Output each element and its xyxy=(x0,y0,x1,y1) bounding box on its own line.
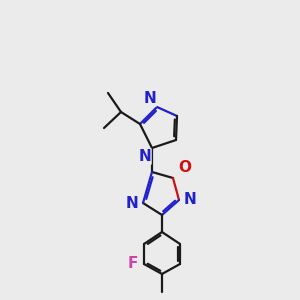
Text: N: N xyxy=(184,193,197,208)
Text: N: N xyxy=(143,91,156,106)
Text: F: F xyxy=(128,256,138,272)
Text: O: O xyxy=(178,160,191,175)
Text: N: N xyxy=(138,149,151,164)
Text: N: N xyxy=(125,196,138,211)
